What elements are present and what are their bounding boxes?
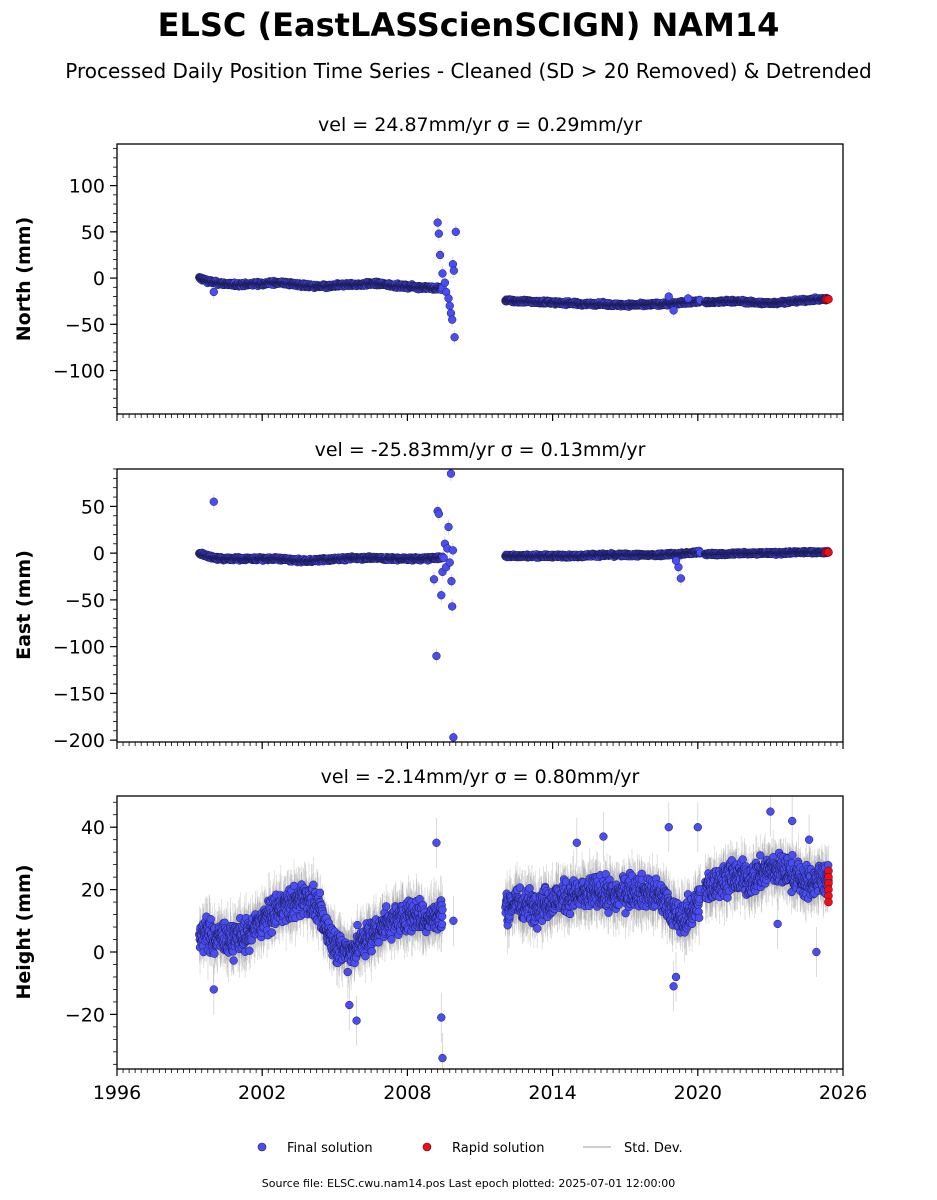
panel-title: vel = 24.87mm/yr σ = 0.29mm/yr	[318, 114, 642, 136]
final-point	[440, 278, 450, 287]
final-point	[448, 315, 457, 324]
final-point	[435, 250, 445, 260]
y-tick-label: 50	[81, 222, 105, 244]
final-point	[433, 218, 442, 227]
panels: vel = 24.87mm/yr σ = 0.29mm/yr North (mm)…	[13, 114, 867, 1104]
y-tick-label: 0	[93, 268, 105, 290]
y-axis-label: North (mm)	[13, 217, 35, 342]
y-tick-label: −50	[65, 314, 105, 336]
figure-subtitle: Processed Daily Position Time Series - C…	[65, 59, 871, 83]
final-point	[209, 287, 218, 297]
plot-area	[195, 215, 833, 345]
plot-area	[195, 469, 833, 742]
final-point	[445, 301, 454, 310]
final-point	[449, 266, 459, 275]
rapid-point	[824, 295, 833, 304]
final-point	[450, 333, 459, 342]
final-point	[683, 294, 693, 303]
y-tick-label: −100	[53, 361, 105, 383]
rapid-points	[821, 295, 833, 304]
final-point	[434, 229, 444, 238]
final-point	[664, 292, 673, 301]
final-point	[451, 227, 460, 236]
y-tick-label: 100	[69, 176, 105, 198]
stddev-bars	[198, 469, 829, 742]
final-point	[444, 294, 453, 303]
panel-1: vel = 24.87mm/yr σ = 0.29mm/yr North (mm)…	[13, 114, 844, 421]
final-points	[195, 218, 833, 342]
figure-title: ELSC (EastLASScienSCIGN) NAM14	[158, 6, 780, 44]
final-point	[669, 306, 678, 315]
final-point	[438, 269, 447, 278]
